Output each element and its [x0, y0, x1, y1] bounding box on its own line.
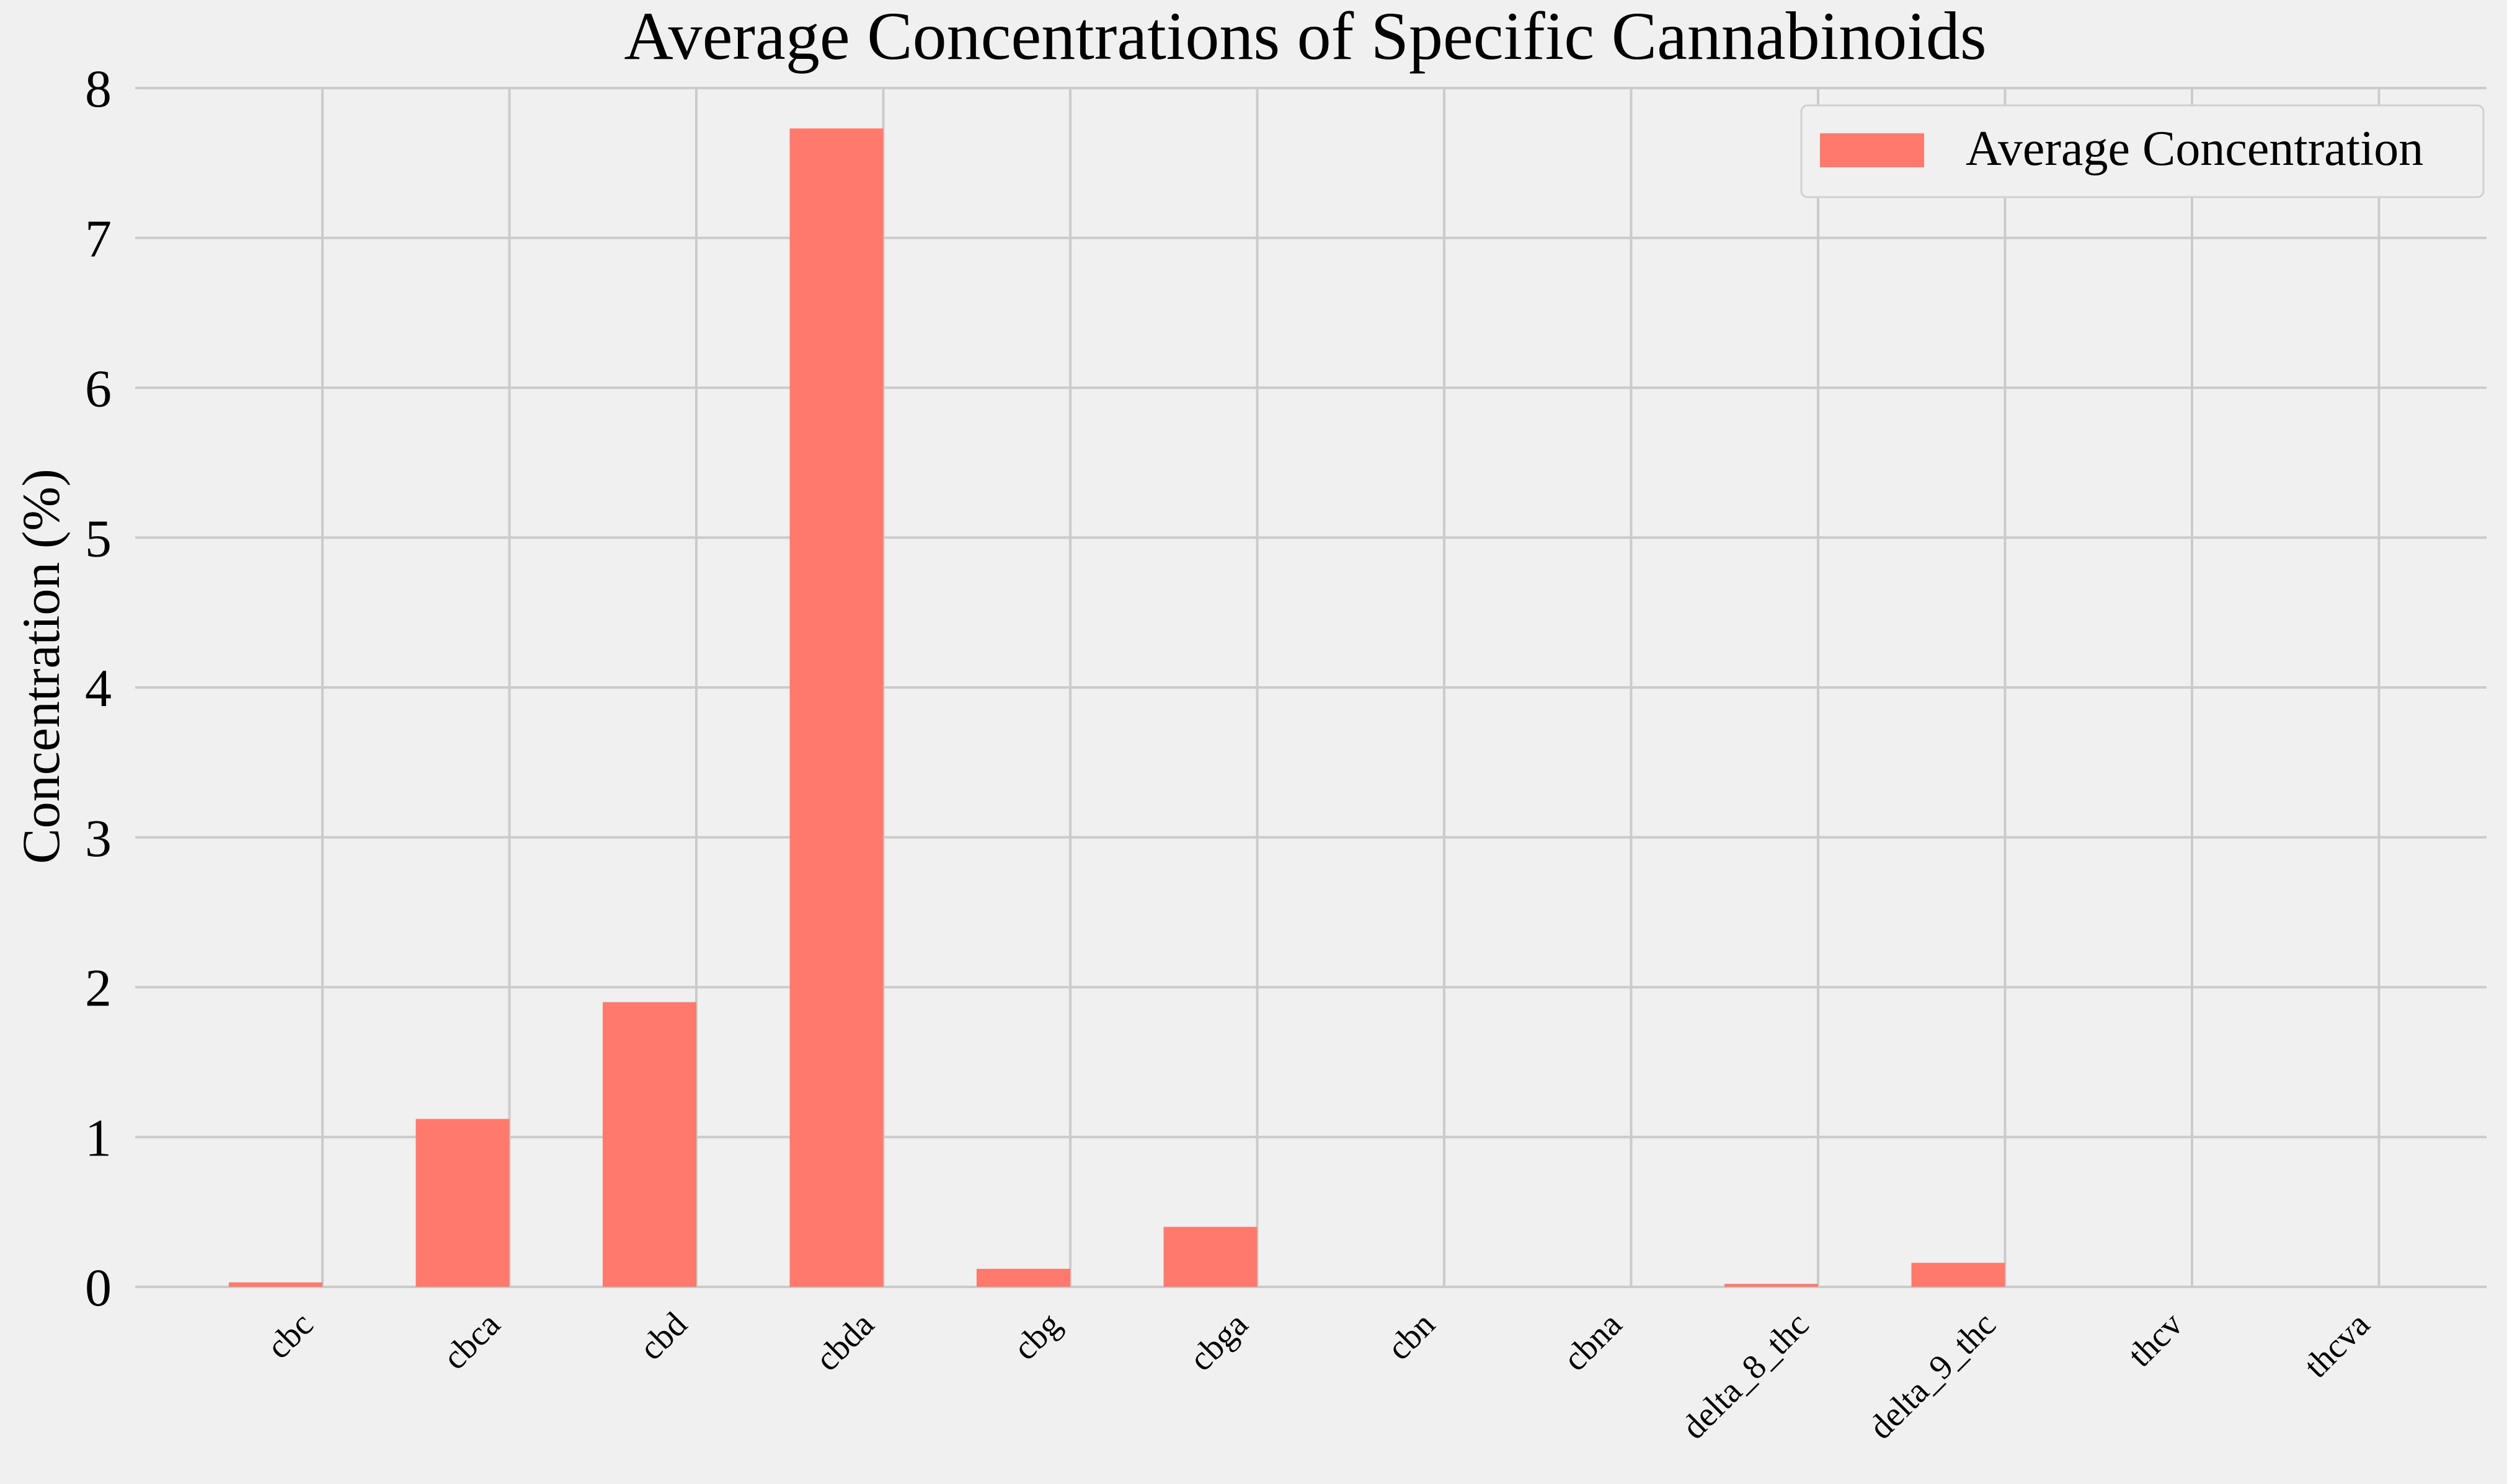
grid-lines [135, 87, 2487, 1288]
x-tick-label: delta_9_thc [1861, 1305, 2003, 1447]
bar-cbca [415, 1119, 510, 1287]
x-tick-label: cbca [435, 1305, 507, 1377]
y-tick-label: 2 [85, 958, 112, 1018]
y-tick-labels: 0 1 2 3 4 5 6 7 8 [85, 59, 112, 1317]
y-tick-label: 8 [85, 59, 112, 118]
bar-cbga [1163, 1227, 1258, 1287]
legend-label: Average Concentration [1966, 121, 2423, 176]
x-tick-label: cbd [632, 1305, 694, 1367]
bar-cbd [603, 1002, 696, 1287]
legend-swatch [1820, 133, 1924, 167]
y-tick-label: 7 [85, 209, 112, 268]
bar-cbg [977, 1268, 1070, 1287]
x-tick-label: cbg [1006, 1305, 1068, 1367]
y-axis-label: Concentration (%) [11, 469, 71, 864]
bars [229, 128, 2005, 1287]
legend: Average Concentration [1800, 104, 2485, 198]
bar-cbc [229, 1282, 322, 1287]
bar-delta_8_thc [1724, 1284, 1818, 1287]
x-tick-label: cbna [1556, 1305, 1630, 1379]
x-tick-label: cbda [808, 1305, 882, 1379]
x-tick-labels: cbc cbca cbd cbda cbg cbga cbn cbna delta_8_thc d… [259, 1305, 2377, 1447]
x-tick-label: delta_8_thc [1675, 1305, 1817, 1447]
x-tick-label: cbga [1182, 1305, 1256, 1379]
y-tick-label: 1 [85, 1108, 112, 1167]
x-tick-label: cbn [1380, 1305, 1442, 1367]
bar-cbda [789, 128, 884, 1287]
x-tick-label: thcv [2121, 1305, 2190, 1374]
x-tick-label: cbc [259, 1305, 321, 1366]
y-tick-label: 0 [85, 1258, 112, 1317]
y-tick-label: 6 [85, 359, 112, 418]
bar-delta_9_thc [1911, 1263, 2005, 1287]
y-tick-label: 4 [85, 658, 112, 718]
y-tick-label: 3 [85, 808, 112, 868]
y-tick-label: 5 [85, 508, 112, 568]
chart-title: Average Concentrations of Specific Canna… [624, 0, 1986, 74]
x-tick-label: thcva [2297, 1305, 2377, 1385]
legend-frame [1800, 104, 2485, 198]
